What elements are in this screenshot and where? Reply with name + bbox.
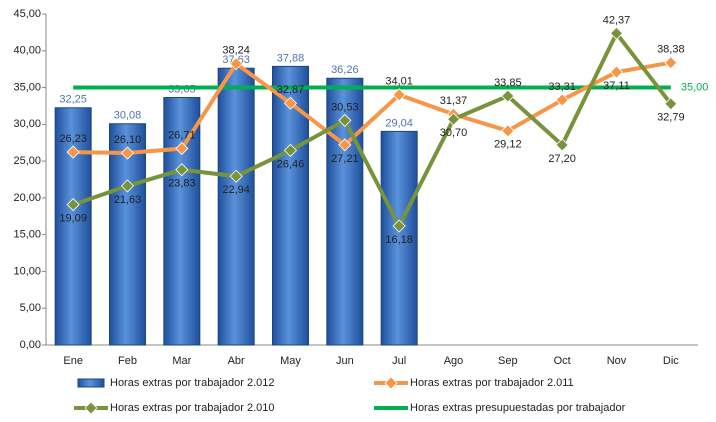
bar-label: 30,08 bbox=[114, 110, 142, 122]
legend-label: Horas extras por trabajador 2.010 bbox=[110, 402, 274, 414]
y-tick-label: 35,00 bbox=[13, 81, 41, 93]
line-label: 26,71 bbox=[168, 129, 196, 141]
y-tick-label: 0,00 bbox=[20, 339, 41, 351]
line-marker bbox=[229, 57, 243, 71]
bar bbox=[163, 96, 201, 346]
x-tick-label: Oct bbox=[554, 355, 571, 367]
line-marker bbox=[609, 26, 624, 40]
line-label: 34,01 bbox=[385, 76, 413, 88]
x-tick-label: May bbox=[280, 355, 301, 367]
line-label: 37,11 bbox=[603, 80, 630, 92]
line-label: 19,09 bbox=[59, 212, 87, 224]
line-marker bbox=[66, 145, 80, 159]
line-marker bbox=[446, 112, 461, 126]
line-marker bbox=[501, 89, 515, 103]
bar-label: 36,26 bbox=[331, 64, 359, 76]
line-label: 30,53 bbox=[331, 101, 359, 113]
line-marker bbox=[392, 219, 406, 233]
line-label: 27,21 bbox=[331, 153, 359, 165]
line-label: 27,20 bbox=[548, 153, 576, 165]
x-tick-label: Dic bbox=[663, 355, 679, 367]
y-tick-label: 20,00 bbox=[13, 192, 41, 204]
line bbox=[73, 60, 672, 156]
line-marker bbox=[120, 146, 135, 160]
line-label: 32,79 bbox=[657, 112, 685, 124]
line-marker bbox=[338, 113, 352, 128]
bar bbox=[217, 67, 255, 346]
line-label: 33,31 bbox=[548, 81, 576, 93]
line-marker bbox=[555, 138, 569, 152]
x-tick-label: Ago bbox=[444, 355, 464, 367]
line-marker bbox=[229, 169, 243, 183]
line-label: 32,87 bbox=[277, 84, 305, 96]
line-marker bbox=[664, 56, 678, 70]
bar-label: 29,04 bbox=[385, 117, 413, 129]
bar-label: 37,88 bbox=[277, 52, 305, 64]
y-tick-label: 15,00 bbox=[13, 229, 41, 241]
line-label: 21,63 bbox=[114, 194, 142, 206]
line-label: 26,46 bbox=[277, 158, 305, 170]
line-marker bbox=[338, 138, 352, 152]
line bbox=[72, 29, 673, 231]
y-tick-label: 10,00 bbox=[13, 265, 41, 277]
legend-marker bbox=[384, 376, 398, 390]
line-label: 23,83 bbox=[168, 178, 196, 190]
x-tick-label: Ene bbox=[63, 355, 83, 367]
line-marker bbox=[175, 163, 189, 177]
line-marker bbox=[664, 97, 678, 111]
x-tick-label: Abr bbox=[228, 355, 245, 367]
bar-label: 32,25 bbox=[59, 94, 87, 106]
legend-label: Horas extras presupuestadas por trabajad… bbox=[410, 402, 626, 414]
legend-label: Horas extras por trabajador 2.012 bbox=[110, 377, 274, 389]
y-tick-label: 40,00 bbox=[13, 45, 41, 57]
legend-label: Horas extras por trabajador 2.011 bbox=[410, 377, 574, 389]
line-label: 42,37 bbox=[603, 14, 631, 26]
line-label: 26,10 bbox=[114, 134, 142, 146]
line-label: 38,38 bbox=[657, 44, 685, 56]
line-marker bbox=[501, 124, 515, 138]
line-label: 31,37 bbox=[440, 95, 468, 107]
line-label: 29,12 bbox=[494, 139, 522, 151]
line-label: 38,24 bbox=[222, 45, 250, 57]
line-marker bbox=[283, 143, 298, 157]
x-tick-label: Sep bbox=[498, 355, 518, 367]
line-label: 22,94 bbox=[222, 184, 250, 196]
line-label: 26,23 bbox=[59, 133, 87, 145]
y-tick-label: 45,00 bbox=[13, 8, 41, 20]
y-tick-label: 5,00 bbox=[20, 302, 41, 314]
x-tick-label: Feb bbox=[118, 355, 137, 367]
legend-marker bbox=[84, 401, 98, 415]
line-label: 30,70 bbox=[440, 127, 468, 139]
line-label: 33,85 bbox=[494, 77, 522, 89]
bar bbox=[109, 123, 146, 346]
line-marker bbox=[66, 198, 80, 212]
y-tick-label: 25,00 bbox=[13, 155, 41, 167]
x-tick-label: Nov bbox=[607, 355, 627, 367]
line-label: 16,18 bbox=[385, 234, 413, 246]
line-marker bbox=[283, 96, 298, 110]
line-label: 35,00 bbox=[681, 81, 709, 93]
x-tick-label: Jul bbox=[392, 355, 406, 367]
x-tick-label: Jun bbox=[336, 355, 354, 367]
line-marker bbox=[609, 65, 624, 79]
line-marker bbox=[392, 88, 406, 102]
line-marker bbox=[555, 93, 569, 107]
legend-swatch bbox=[77, 378, 105, 388]
line-marker bbox=[175, 141, 189, 156]
x-tick-label: Mar bbox=[172, 355, 191, 367]
y-tick-label: 30,00 bbox=[13, 118, 41, 130]
bar bbox=[380, 130, 418, 346]
line-marker bbox=[120, 179, 135, 193]
